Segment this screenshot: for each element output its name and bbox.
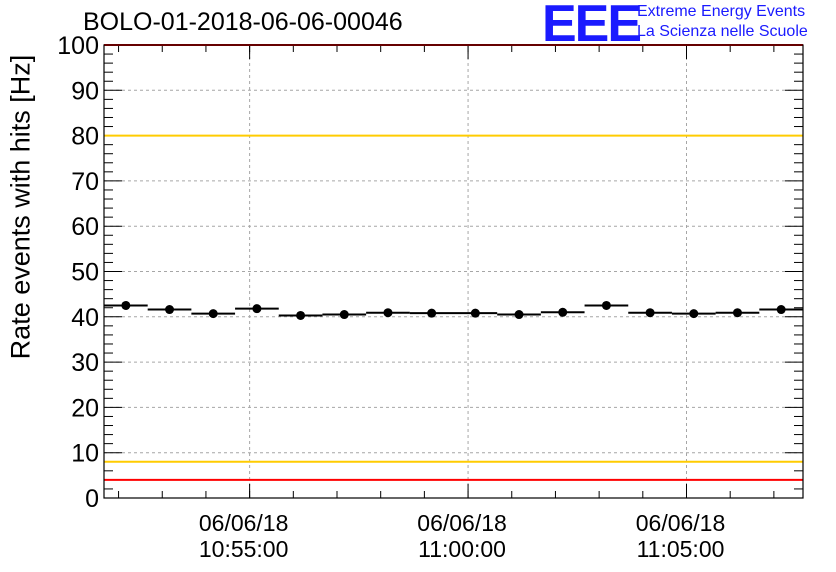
y-tick-label: 90 bbox=[71, 77, 99, 105]
x-tick-label-time: 10:55:00 bbox=[199, 536, 289, 562]
data-point bbox=[427, 308, 437, 318]
data-point bbox=[165, 305, 175, 315]
x-tick-label-time: 11:05:00 bbox=[637, 536, 725, 562]
y-tick-label: 70 bbox=[71, 168, 99, 196]
data-point bbox=[252, 304, 262, 314]
y-axis-label: Rate events with hits [Hz] bbox=[5, 54, 36, 360]
data-point bbox=[732, 308, 742, 318]
data-point bbox=[339, 310, 349, 320]
chart-title: BOLO-01-2018-06-06-00046 bbox=[83, 8, 403, 36]
data-point bbox=[121, 300, 131, 310]
data-point bbox=[514, 310, 524, 320]
data-point bbox=[470, 308, 480, 318]
data-point bbox=[383, 308, 393, 318]
eee-logo: EEE bbox=[542, 0, 642, 53]
y-tick-label: 80 bbox=[71, 123, 99, 151]
logo-line-1: Extreme Energy Events bbox=[637, 3, 806, 20]
y-tick-label: 60 bbox=[71, 213, 99, 241]
data-point bbox=[601, 300, 611, 310]
data-point bbox=[776, 305, 786, 315]
data-point bbox=[208, 309, 218, 319]
x-tick-label-time: 11:00:00 bbox=[418, 536, 506, 562]
data-point bbox=[645, 308, 655, 318]
y-tick-label: 10 bbox=[71, 440, 99, 468]
x-tick-label-date: 06/06/18 bbox=[417, 510, 507, 536]
x-tick-label-date: 06/06/18 bbox=[199, 510, 289, 536]
y-tick-label: 100 bbox=[57, 32, 99, 60]
y-tick-label: 20 bbox=[71, 394, 99, 422]
data-point bbox=[558, 307, 568, 317]
data-point bbox=[296, 310, 306, 320]
y-tick-label: 30 bbox=[71, 349, 99, 377]
y-tick-label: 40 bbox=[71, 304, 99, 332]
data-point bbox=[689, 309, 699, 319]
y-tick-label: 50 bbox=[71, 259, 99, 287]
y-tick-label: 0 bbox=[85, 485, 99, 513]
x-tick-label-date: 06/06/18 bbox=[636, 510, 726, 536]
logo-line-2: La Scienza nelle Scuole bbox=[637, 23, 808, 40]
plot-frame bbox=[103, 44, 804, 499]
